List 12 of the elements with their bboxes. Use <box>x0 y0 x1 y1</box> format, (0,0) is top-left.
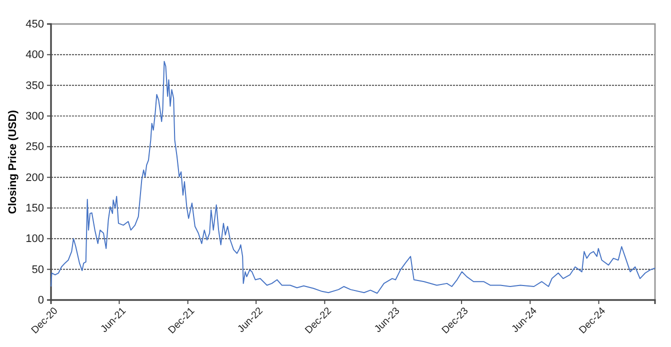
y-tick-label: 450 <box>26 18 44 31</box>
y-tick-label: 150 <box>26 202 44 215</box>
y-tick-label: 400 <box>26 49 44 62</box>
y-tick-label: 250 <box>26 141 44 154</box>
y-tick-label: 200 <box>26 172 44 184</box>
y-tick-label: 0 <box>38 294 44 307</box>
y-axis-title: Closing Price (USD) <box>7 110 19 214</box>
line-series <box>50 60 656 294</box>
y-tick-label: 50 <box>32 264 44 276</box>
y-tick-label: 100 <box>26 233 44 246</box>
y-tick-label: 300 <box>26 110 44 123</box>
y-tick-label: 350 <box>26 80 44 92</box>
